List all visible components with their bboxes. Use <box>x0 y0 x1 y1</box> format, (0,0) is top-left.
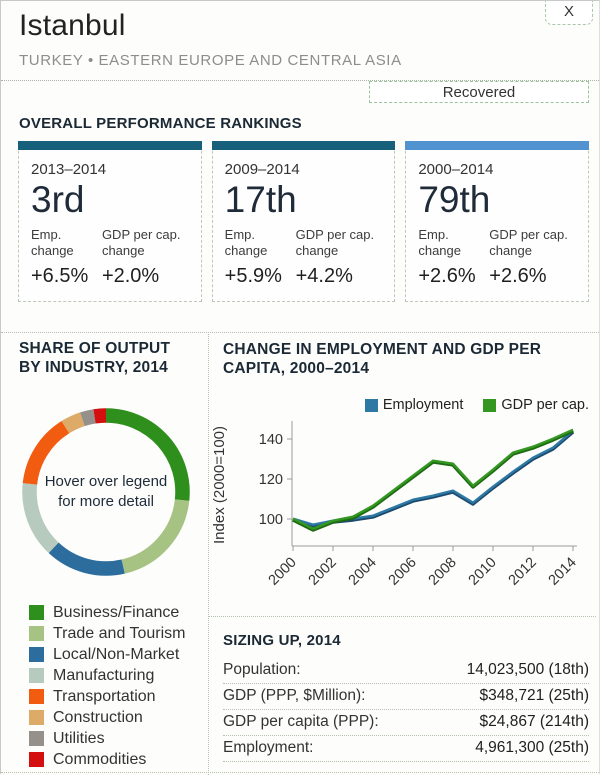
svg-text:2014: 2014 <box>546 555 580 589</box>
table-row-gdp: GDP (PPP, $Million): $348,721 (25th) <box>223 684 589 710</box>
gdp-per-cap-swatch-icon <box>483 398 497 412</box>
emp-change-label: Emp. change <box>224 226 268 259</box>
legend-item-commodities[interactable]: Commodities <box>29 749 186 770</box>
industry-donut-svg <box>22 408 190 576</box>
table-row-population: Population: 14,023,500 (18th) <box>223 658 589 684</box>
construction-swatch-icon <box>29 710 44 725</box>
gdp-change-label: GDP per cap. change <box>295 226 375 259</box>
close-button[interactable]: X <box>545 1 593 25</box>
svg-text:Index (2000=100): Index (2000=100) <box>211 426 228 544</box>
rankings-section-title: OVERALL PERFORMANCE RANKINGS <box>19 115 302 132</box>
svg-text:2004: 2004 <box>346 555 380 589</box>
emp-change-label: Emp. change <box>31 226 74 259</box>
svg-text:2006: 2006 <box>386 555 420 589</box>
emp-change-value: +2.6% <box>418 264 476 287</box>
legend-item-employment: Employment <box>364 397 463 413</box>
status-badge-recovered[interactable]: Recovered <box>369 81 589 103</box>
emp-change-value: +5.9% <box>224 264 282 287</box>
card-accent-bar <box>211 141 396 150</box>
card-rank: 3rd <box>31 179 85 220</box>
svg-text:2010: 2010 <box>466 555 500 589</box>
industry-legend: Business/Finance Trade and Tourism Local… <box>29 602 186 770</box>
bottom-divider <box>1 772 600 773</box>
manufacturing-swatch-icon <box>29 668 44 683</box>
section-divider <box>1 332 600 333</box>
industry-donut-chart[interactable]: Hover over legend for more detail <box>17 403 195 581</box>
svg-text:2012: 2012 <box>506 555 540 589</box>
line-chart-legend: Employment GDP per cap. <box>223 397 589 413</box>
legend-item-utilities[interactable]: Utilities <box>29 728 186 749</box>
svg-text:2002: 2002 <box>306 555 340 589</box>
employment-gdp-line-chart: 100 120 140 2000 2002 2004 2006 2008 2010 2012 201… <box>211 421 580 589</box>
gdp-change-label: GDP per cap. change <box>489 226 568 259</box>
sizing-section: SIZING UP, 2014 Population: 14,023,500 (… <box>223 632 589 762</box>
svg-text:2000: 2000 <box>266 555 300 589</box>
emp-change-label: Emp. change <box>418 226 461 259</box>
sizing-title: SIZING UP, 2014 <box>223 632 341 649</box>
svg-text:100: 100 <box>259 512 283 528</box>
header-divider <box>1 80 600 81</box>
card-period: 2013–2014 <box>31 161 107 178</box>
ranking-card-2013-2014: 2013–2014 3rd Emp. change +6.5% GDP per … <box>18 141 202 302</box>
legend-item-business-finance[interactable]: Business/Finance <box>29 602 186 623</box>
ranking-cards: 2013–2014 3rd Emp. change +6.5% GDP per … <box>18 141 590 302</box>
legend-item-gdp-per-cap: GDP per cap. <box>483 397 589 413</box>
column-divider <box>208 332 209 775</box>
legend-item-construction[interactable]: Construction <box>29 707 186 728</box>
card-period: 2000–2014 <box>418 161 494 178</box>
page-title: Istanbul <box>19 9 126 42</box>
trade-tourism-swatch-icon <box>29 626 44 641</box>
legend-item-local-non-market[interactable]: Local/Non-Market <box>29 644 186 665</box>
table-row-gdp-per-capita: GDP per capita (PPP): $24,867 (214th) <box>223 710 589 736</box>
ranking-card-2009-2014: 2009–2014 17th Emp. change +5.9% GDP per… <box>211 141 396 302</box>
svg-text:140: 140 <box>259 432 283 448</box>
local-non-market-swatch-icon <box>29 647 44 662</box>
page-subtitle: TURKEY • EASTERN EUROPE AND CENTRAL ASIA <box>19 52 402 69</box>
commodities-swatch-icon <box>29 752 44 767</box>
card-rank: 79th <box>418 179 491 220</box>
card-rank: 17th <box>224 179 297 220</box>
legend-item-trade-tourism[interactable]: Trade and Tourism <box>29 623 186 644</box>
legend-item-manufacturing[interactable]: Manufacturing <box>29 665 186 686</box>
table-row-employment: Employment: 4,961,300 (25th) <box>223 736 589 762</box>
card-accent-bar <box>405 141 590 150</box>
sizing-table: Population: 14,023,500 (18th) GDP (PPP, … <box>223 658 589 762</box>
gdp-change-value: +2.0% <box>101 264 160 287</box>
industry-chart-title: SHARE OF OUTPUT BY INDUSTRY, 2014 <box>19 340 171 376</box>
legend-item-transportation[interactable]: Transportation <box>29 686 186 707</box>
utilities-swatch-icon <box>29 731 44 746</box>
transportation-swatch-icon <box>29 689 44 704</box>
gdp-change-value: +2.6% <box>489 264 547 287</box>
ranking-card-2000-2014: 2000–2014 79th Emp. change +2.6% GDP per… <box>405 141 590 302</box>
card-accent-bar <box>18 141 202 150</box>
emp-change-value: +6.5% <box>31 264 89 287</box>
line-chart-title: CHANGE IN EMPLOYMENT AND GDP PER CAPITA,… <box>223 341 542 378</box>
svg-text:2008: 2008 <box>426 555 460 589</box>
gdp-change-value: +4.2% <box>295 264 353 287</box>
employment-swatch-icon <box>364 398 378 412</box>
sizing-divider <box>209 616 596 617</box>
card-period: 2009–2014 <box>224 161 300 178</box>
business-finance-swatch-icon <box>29 605 44 620</box>
svg-text:120: 120 <box>259 472 283 488</box>
gdp-change-label: GDP per cap. change <box>101 226 181 259</box>
